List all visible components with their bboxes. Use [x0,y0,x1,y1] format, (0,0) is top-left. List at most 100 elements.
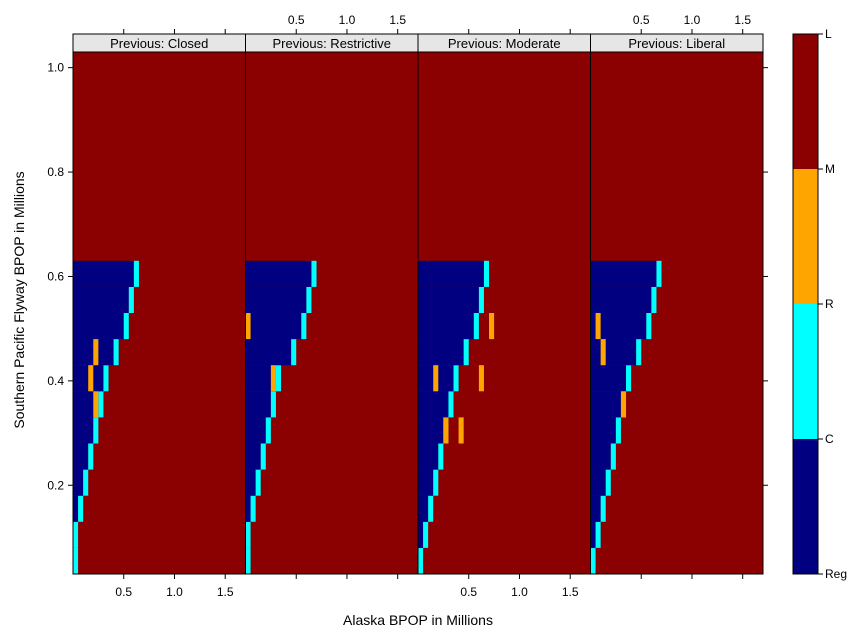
heatmap-cell-R [98,391,104,418]
heatmap-cell-M [433,365,439,392]
heatmap-cell-C [418,313,474,340]
heatmap-cell-R [428,495,434,522]
color-key-band-C [793,439,818,574]
color-key-label: C [825,432,834,446]
y-tick-label: 1.0 [47,61,64,75]
heatmap-cell-M [478,365,484,392]
x-tick-label: 0.5 [288,13,305,27]
heatmap-cell-R [311,260,317,287]
heatmap-cell-C [590,286,652,313]
heatmap-cell-R [646,313,652,340]
color-key: Reg C R M L [792,27,847,581]
heatmap-cell-R [93,417,99,444]
heatmap-cell-R [245,521,251,548]
heatmap-cell-R [478,286,484,313]
heatmap-cell-R [438,443,444,470]
color-key-band-L [793,34,818,169]
panel-4: Previous: Liberal [590,33,764,575]
heatmap-cell-C [418,443,439,470]
heatmap-cell-R [656,260,662,287]
heatmap-cell-R [291,339,297,366]
heatmap-cell-R [605,469,611,496]
heatmap-cell-C [245,260,312,287]
heatmap-cell-R [301,313,307,340]
heatmap-cell-M [458,417,464,444]
x-tick-label: 1.0 [166,585,183,599]
heatmap-cell-M [88,365,94,392]
heatmap-cell-R [651,286,657,313]
heatmap-cell-R [123,313,129,340]
heatmap-cell-C [73,417,94,444]
heatmap-cell-R [590,547,596,574]
heatmap-cell-R [473,313,479,340]
heatmap-cell-R [133,260,139,287]
heatmap-cell-C [590,443,611,470]
heatmap-cell-C [590,521,596,548]
heatmap-cell-C [590,339,637,366]
heatmap-cell-R [245,547,251,574]
heatmap-cell-R [600,495,606,522]
heatmap-cell-R [595,521,601,548]
heatmap-cell-C [418,260,484,287]
heatmap-cell-C [418,391,449,418]
panel-1: Previous: Closed [72,33,246,575]
heatmap-cell-C [590,495,601,522]
heatmap-cell-R [78,495,84,522]
heatmap-cell-C [418,469,434,496]
y-tick-label: 0.6 [47,269,64,283]
heatmap-cell-R [433,469,439,496]
heatmap-cell-M [93,339,99,366]
heatmap-cell-C [590,417,616,444]
x-tick-label: 1.5 [562,585,579,599]
heatmap-cell-C [245,313,302,340]
x-tick-label: 1.0 [684,13,701,27]
heatmap-cell-R [453,365,459,392]
heatmap-cell-C [245,443,261,470]
heatmap-cell-M [245,313,251,340]
heatmap-cell-R [483,260,490,287]
y-tick-label: 0.8 [47,165,64,179]
x-tick-label: 1.5 [217,585,234,599]
heatmap-cell-R [250,495,256,522]
color-key-label: Reg [825,567,847,581]
heatmap-cell-R [636,339,642,366]
color-key-label: R [825,297,834,311]
color-key-band-M [793,169,818,304]
heatmap-cell-C [73,469,84,496]
heatmap-cell-R [306,286,312,313]
heatmap-cell-R [423,521,429,548]
heatmap-cell-M [93,391,99,418]
heatmap-cell-R [418,547,424,574]
heatmap-cell-C [245,417,266,444]
x-tick-label: 1.0 [511,585,528,599]
y-tick-label: 0.2 [47,478,64,492]
heatmap-cell-C [245,339,292,366]
color-key-label: L [825,27,832,41]
panel-2: Previous: Restrictive [245,33,419,575]
heatmap-cell-C [418,521,424,548]
y-axis-label: Southern Pacific Flyway BPOP in Millions [11,171,27,428]
x-tick-label: 1.5 [734,13,751,27]
heatmap-cell-C [245,495,251,522]
heatmap-cell-R [103,365,109,392]
heatmap-cell-R [83,469,89,496]
heatmap-cell-C [73,443,89,470]
heatmap-cell-C [245,391,271,418]
heatmap-cell-M [620,391,627,418]
x-tick-label: 1.0 [339,13,356,27]
color-key-band-R [793,304,818,439]
heatmap-cell-M [443,417,449,444]
axes: 0.5 1.0 1.5 0.5 1.0 1.5 0.5 1.0 1.5 0.5 1.0 1.5 0.2 0… [47,13,768,599]
heatmap-cell-C [418,286,479,313]
x-tick-label: 0.5 [633,13,650,27]
heatmap-cell-R [113,339,119,366]
heatmap-cell-C [73,260,134,287]
color-key-label: M [825,162,835,176]
heatmap-cell-R [275,365,282,392]
panel-strip-label: Previous: Restrictive [273,36,391,51]
panel-grid: Previous: Closed Previous: Restrictive Pre… [72,33,764,575]
heatmap-cell-C [73,495,79,522]
heatmap-cell-R [270,391,276,418]
panel-3: Previous: Moderate [417,33,591,575]
heatmap-cell-R [260,443,266,470]
